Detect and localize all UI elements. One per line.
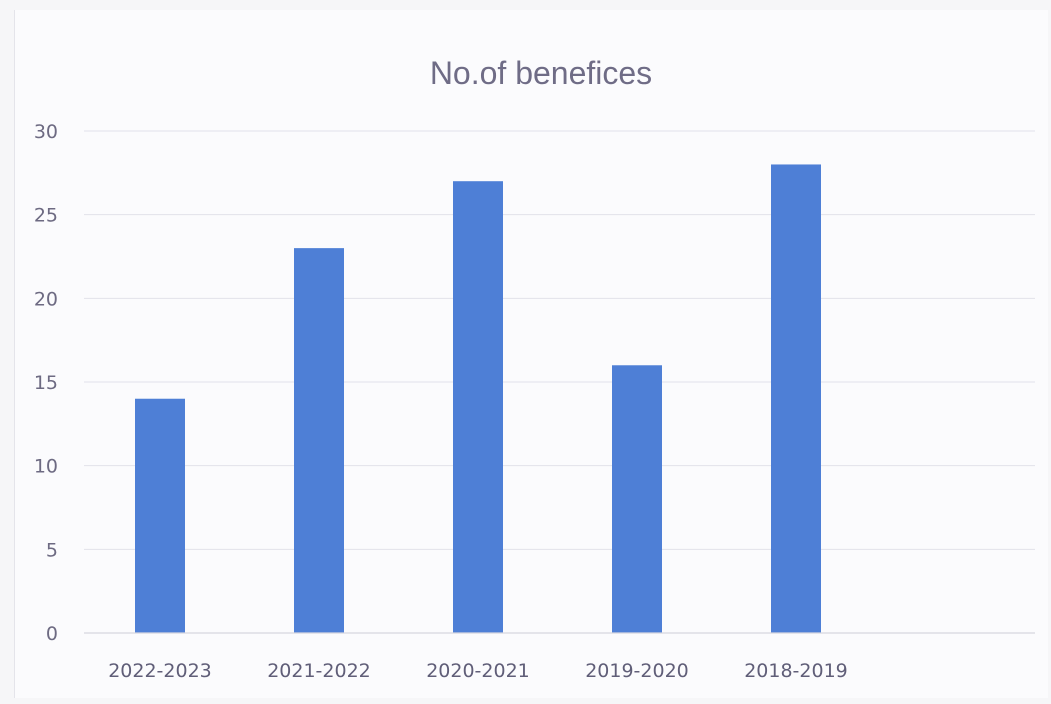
x-category-label: 2021-2022: [267, 660, 371, 682]
bar-2020-2021: [453, 181, 503, 633]
gridlines: [84, 130, 1035, 550]
bar-2022-2023: [135, 398, 185, 633]
y-tick-label: 10: [34, 456, 58, 478]
bar-2018-2019: [771, 164, 821, 633]
bar-2019-2020: [612, 365, 662, 633]
chart-title: No.of benefices: [430, 55, 652, 91]
y-tick-label: 0: [46, 623, 58, 645]
x-axis-categories: 2022-2023 2021-2022 2020-2021 2019-2020 2018…: [108, 660, 848, 682]
bars: [135, 164, 821, 633]
x-category-label: 2019-2020: [585, 660, 689, 682]
x-category-label: 2022-2023: [108, 660, 212, 682]
y-tick-label: 15: [34, 372, 58, 394]
x-category-label: 2018-2019: [744, 660, 848, 682]
bar-2021-2022: [294, 248, 344, 633]
y-tick-label: 25: [34, 205, 58, 227]
y-tick-label: 20: [34, 288, 58, 310]
chart-frame: [14, 10, 1048, 698]
y-tick-label: 30: [34, 121, 58, 143]
y-tick-label: 5: [46, 539, 58, 561]
y-axis-ticks: 0 5 10 15 20 25 30: [34, 121, 58, 645]
x-category-label: 2020-2021: [426, 660, 530, 682]
